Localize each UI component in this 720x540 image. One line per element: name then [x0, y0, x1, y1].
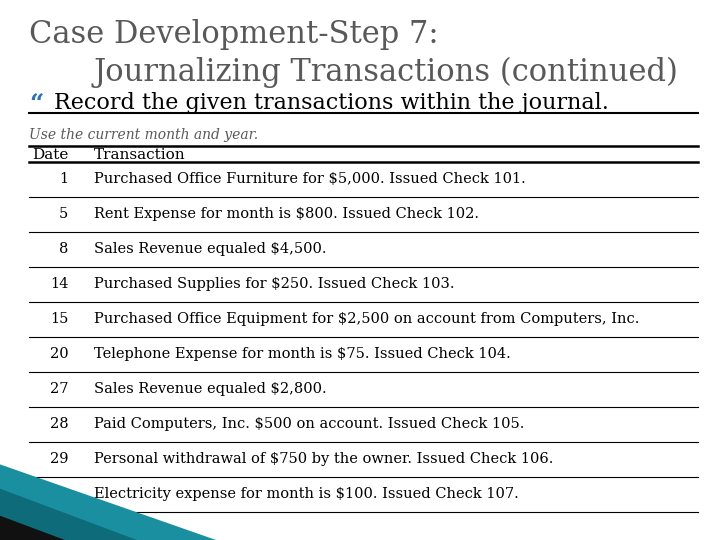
Text: Purchased Supplies for $250. Issued Check 103.: Purchased Supplies for $250. Issued Chec… — [94, 278, 454, 292]
Text: Electricity expense for month is $100. Issued Check 107.: Electricity expense for month is $100. I… — [94, 488, 518, 502]
Polygon shape — [0, 464, 216, 540]
Text: Rent Expense for month is $800. Issued Check 102.: Rent Expense for month is $800. Issued C… — [94, 207, 479, 221]
Text: 27: 27 — [50, 382, 68, 396]
Polygon shape — [0, 489, 137, 540]
Text: Paid Computers, Inc. $500 on account. Issued Check 105.: Paid Computers, Inc. $500 on account. Is… — [94, 417, 524, 431]
Text: Transaction: Transaction — [94, 148, 185, 162]
Text: 20: 20 — [50, 347, 68, 361]
Text: Case Development-Step 7:: Case Development-Step 7: — [29, 19, 438, 50]
Text: 5: 5 — [59, 207, 68, 221]
Text: 15: 15 — [50, 313, 68, 327]
Text: Purchased Office Furniture for $5,000. Issued Check 101.: Purchased Office Furniture for $5,000. I… — [94, 172, 526, 186]
Text: Record the given transactions within the journal.: Record the given transactions within the… — [54, 92, 609, 114]
Text: 29: 29 — [50, 453, 68, 467]
Text: 8: 8 — [59, 242, 68, 256]
Text: “: “ — [29, 92, 43, 116]
Text: Journalizing Transactions (continued): Journalizing Transactions (continued) — [94, 57, 678, 88]
Text: 30: 30 — [50, 488, 68, 502]
Text: 28: 28 — [50, 417, 68, 431]
Text: Sales Revenue equaled $4,500.: Sales Revenue equaled $4,500. — [94, 242, 326, 256]
Text: Purchased Office Equipment for $2,500 on account from Computers, Inc.: Purchased Office Equipment for $2,500 on… — [94, 313, 639, 327]
Text: 14: 14 — [50, 278, 68, 292]
Text: Telephone Expense for month is $75. Issued Check 104.: Telephone Expense for month is $75. Issu… — [94, 347, 510, 361]
Text: Personal withdrawal of $750 by the owner. Issued Check 106.: Personal withdrawal of $750 by the owner… — [94, 453, 553, 467]
Text: Sales Revenue equaled $2,800.: Sales Revenue equaled $2,800. — [94, 382, 326, 396]
Text: Date: Date — [32, 148, 69, 162]
Polygon shape — [0, 516, 65, 540]
Text: 1: 1 — [59, 172, 68, 186]
Text: Use the current month and year.: Use the current month and year. — [29, 128, 258, 142]
